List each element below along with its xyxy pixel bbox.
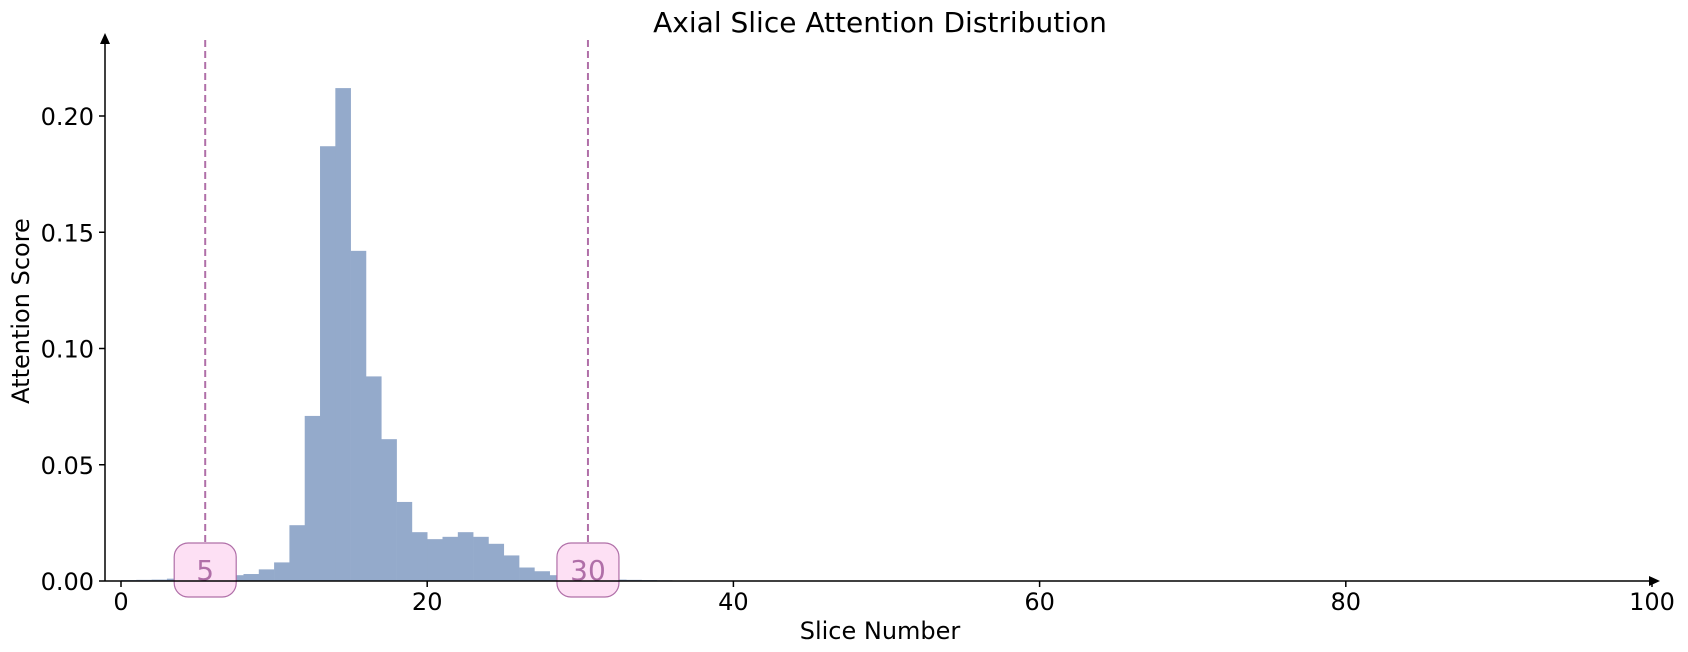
bar-slice-14 (335, 88, 351, 581)
marker-label-5: 5 (196, 554, 214, 587)
bars-group (121, 88, 673, 581)
bar-slice-21 (442, 536, 459, 581)
marker-label-30: 30 (570, 554, 606, 587)
marker-box-30 (556, 542, 620, 598)
marker-box-5 (173, 542, 237, 598)
y-ticks-group: 0.00 0.05 0.10 0.15 0.20 (41, 103, 105, 596)
bar-slice-13 (320, 146, 336, 581)
chart-title: Axial Slice Attention Distribution (653, 6, 1107, 39)
x-tick-label-20: 20 (412, 588, 443, 616)
bar-slice-17 (381, 439, 397, 581)
y-axis-label: Attention Score (7, 218, 35, 404)
x-tick-label-40: 40 (718, 588, 749, 616)
x-tick-label-0: 0 (113, 588, 128, 616)
bar-slice-16 (365, 376, 382, 581)
bar-slice-22 (457, 532, 474, 581)
bar-slice-25 (503, 555, 520, 581)
bar-slice-19 (411, 532, 428, 581)
x-tick-label-80: 80 (1331, 588, 1362, 616)
bar-slice-8 (243, 574, 260, 581)
bar-slice-24 (488, 543, 505, 581)
x-ticks-group: 0 20 40 60 80 100 (113, 581, 1675, 616)
bar-slice-11 (289, 525, 306, 581)
bar-slice-12 (304, 415, 321, 581)
bar-slice-10 (274, 562, 290, 581)
bar-slice-23 (473, 536, 489, 581)
y-tick-label-4: 0.20 (41, 103, 94, 131)
markers-group: 5 30 (173, 40, 620, 598)
x-axis-arrow (1649, 576, 1660, 586)
bar-slice-27 (534, 571, 550, 581)
bar-slice-9 (258, 569, 275, 581)
bar-slice-26 (519, 567, 535, 581)
x-tick-label-60: 60 (1024, 588, 1055, 616)
x-axis-label: Slice Number (800, 617, 961, 645)
bar-slice-18 (396, 501, 413, 581)
y-tick-label-3: 0.15 (41, 219, 94, 247)
y-tick-label-1: 0.05 (41, 452, 94, 480)
bar-slice-15 (350, 250, 367, 581)
y-axis-arrow (100, 33, 110, 44)
x-tick-label-100: 100 (1629, 588, 1675, 616)
y-tick-label-2: 0.10 (41, 336, 94, 364)
bar-slice-20 (427, 539, 443, 581)
y-tick-label-0: 0.00 (41, 568, 94, 596)
